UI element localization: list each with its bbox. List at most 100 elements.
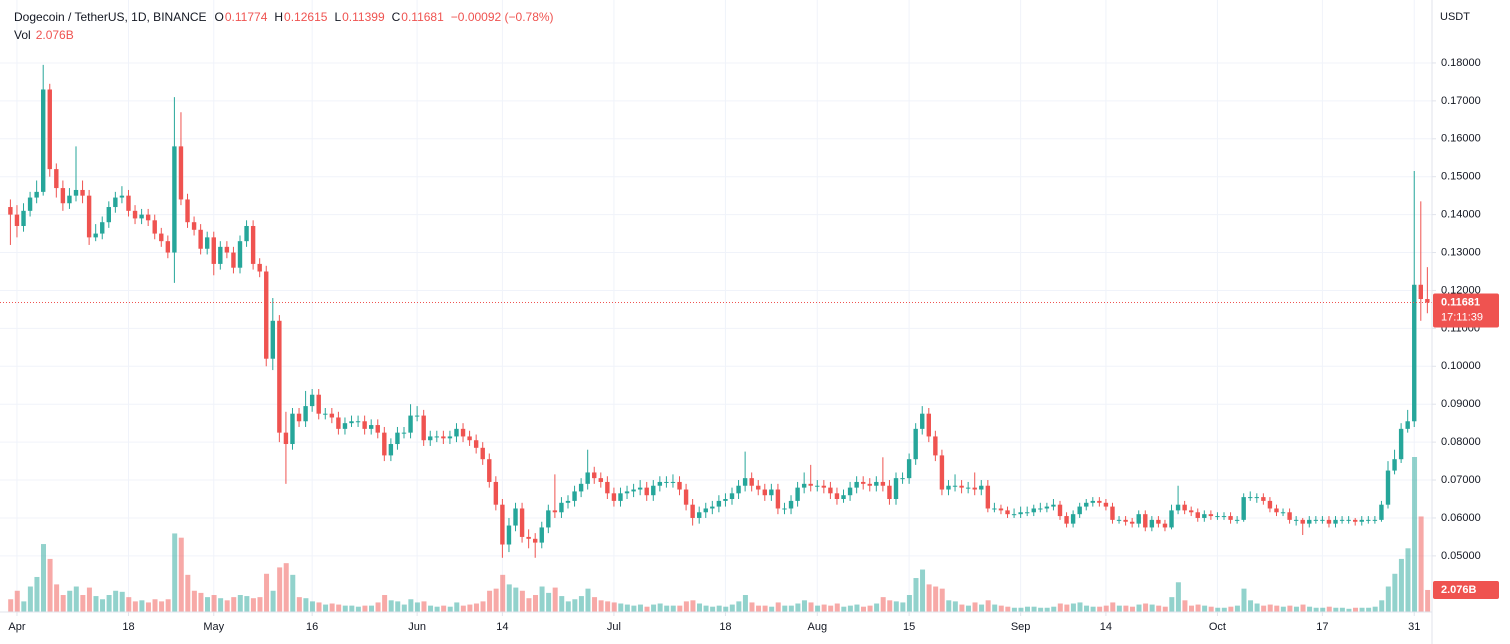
volume-bar [1366,607,1372,612]
volume-bar [1418,516,1424,612]
y-tick-label: 0.16000 [1441,133,1481,145]
candle-body [375,425,380,433]
volume-bar [277,567,283,612]
candle-body [323,413,328,415]
volume-bar [782,605,788,612]
volume-bar [1195,604,1201,612]
candle-body [27,197,33,211]
candle-body [342,423,348,429]
y-tick-label: 0.08000 [1441,436,1481,448]
candle-body [1287,512,1292,520]
candle-body [428,436,433,441]
candle-body [1379,504,1384,520]
candle-body [1208,514,1214,517]
candle-body [414,415,420,417]
candle-body [1248,497,1253,499]
volume-bar [8,599,14,612]
volume-bar [952,601,958,612]
volume-bar [985,600,991,612]
candle-body [67,195,72,204]
candle-body [1110,506,1115,520]
volume-bar [73,586,79,612]
candle-body [159,233,164,242]
volume-bar [893,601,899,612]
candle-body [795,487,800,501]
volume-bar [1339,607,1345,612]
volume-bar [283,563,289,612]
candle-body [47,89,52,170]
volume-bar [198,592,204,612]
candle-body [756,485,761,490]
volume-bar [1116,605,1122,612]
candle-body [1175,504,1181,511]
volume-bar [992,604,998,612]
volume-bar [434,606,440,612]
volume-bar [231,597,237,612]
volume-bar [1064,604,1070,612]
candle-body [1162,523,1168,528]
candle-body [985,485,991,509]
volume-bar [979,604,985,612]
candle-body [572,491,577,501]
volume-bar [861,606,866,612]
y-tick-label: 0.13000 [1441,246,1481,258]
candle-body [533,538,538,543]
volume-bar [756,605,762,612]
candle-body [1234,519,1240,521]
candle-body [41,89,46,192]
volume-bar [1333,607,1339,612]
candle-body [237,241,243,268]
volume-bar [34,576,40,612]
volume-bar [54,584,60,612]
candle-body [1418,284,1423,300]
volume-bar [362,605,368,612]
y-tick-label: 0.07000 [1441,474,1481,486]
candle-body [1031,508,1036,513]
candle-body [1070,514,1076,524]
volume-bar [185,574,191,612]
candle-body [21,210,26,226]
candle-body [264,271,269,359]
x-tick-label: May [203,621,224,633]
volume-bar [1274,605,1280,612]
volume-bar [1320,607,1326,612]
volume-value: 2.076B [36,28,74,42]
volume-bar [500,574,506,612]
volume-bar [552,587,558,612]
candle-body [1097,500,1102,503]
volume-bar [100,599,106,612]
volume-bar [939,588,945,612]
volume-bar [132,601,138,612]
x-tick-label: 18 [719,621,731,633]
candle-body [1333,519,1338,524]
candle-body [959,485,964,488]
volume-bar [716,605,722,612]
candle-body [749,478,754,486]
volume-bar [972,602,978,612]
candle-body [388,444,394,456]
candle-body [257,263,262,272]
volume-bar [1261,605,1267,612]
candle-body [283,432,289,445]
volume-key: Vol [14,28,31,42]
volume-bar [1025,606,1030,612]
candle-body [205,237,210,249]
volume-bar [1005,606,1011,612]
volume-bar [769,606,775,612]
volume-bar [296,597,302,612]
volume-bar [526,598,532,612]
candle-body [1405,421,1410,429]
candle-body [546,510,551,528]
volume-bar [618,603,624,612]
volume-bar [336,604,342,612]
volume-bar [847,605,853,612]
candle-body [644,487,649,496]
y-tick-label: 0.06000 [1441,512,1481,524]
candle-body [1241,497,1246,520]
candle-body [1064,516,1069,524]
candle-body [224,246,230,253]
volume-bar [1228,606,1234,612]
volume-bar [14,590,20,612]
candle-body [198,229,203,249]
volume-bar [506,584,512,612]
